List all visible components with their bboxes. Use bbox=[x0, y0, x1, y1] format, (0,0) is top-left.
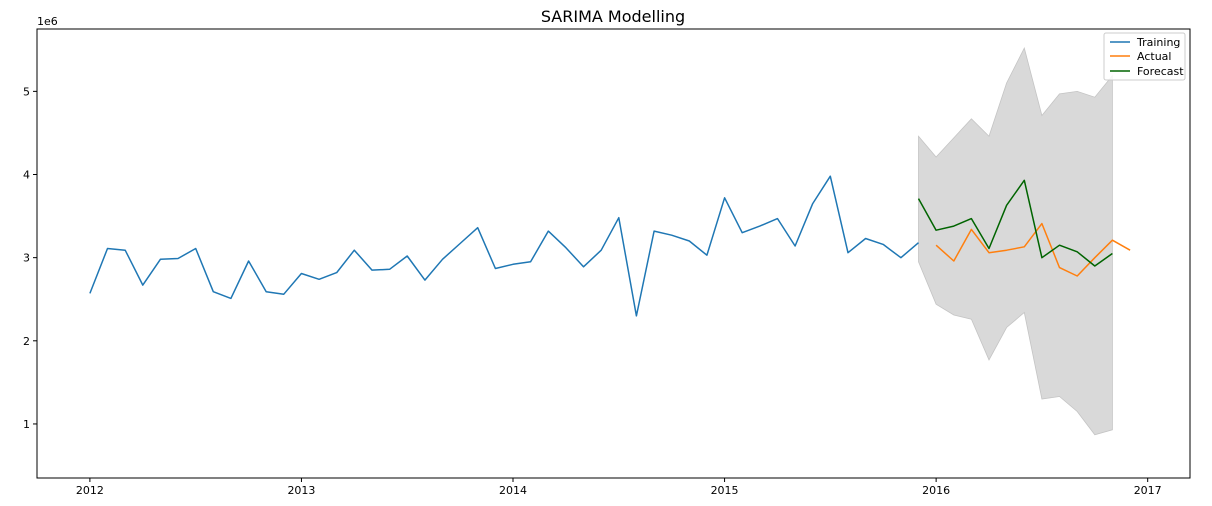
series-line-actual bbox=[935, 222, 1131, 277]
y-tick-label-1: 1 bbox=[23, 418, 30, 431]
x-tick-label-2012: 2012 bbox=[76, 484, 104, 497]
x-tick-label-2016: 2016 bbox=[922, 484, 950, 497]
confidence-band-layer bbox=[918, 46, 1113, 436]
legend-forecast-label: Forecast bbox=[1137, 65, 1184, 78]
axes-layer: 2012 2013 2014 2015 2016 2017 1 2 3 4 5 bbox=[23, 28, 1191, 497]
series-line-training bbox=[89, 175, 919, 317]
legend-training-label: Training bbox=[1136, 36, 1180, 49]
x-tick-label-2017: 2017 bbox=[1134, 484, 1162, 497]
y-tick-label-4: 4 bbox=[23, 169, 30, 182]
x-tick-label-2015: 2015 bbox=[711, 484, 739, 497]
y-tick-label-2: 2 bbox=[23, 335, 30, 348]
series-line-forecast bbox=[917, 179, 1113, 267]
legend-box bbox=[1103, 32, 1186, 81]
forecast-confidence-band bbox=[918, 46, 1113, 436]
legend-actual-label: Actual bbox=[1137, 50, 1171, 63]
chart-title: SARIMA Modelling bbox=[541, 7, 685, 26]
legend: Training Actual Forecast bbox=[1103, 32, 1186, 81]
x-tick-label-2013: 2013 bbox=[287, 484, 315, 497]
y-tick-label-3: 3 bbox=[23, 252, 30, 265]
y-scale-label: 1e6 bbox=[37, 15, 58, 28]
series-layer bbox=[89, 175, 1131, 317]
plot-frame bbox=[36, 28, 1191, 479]
x-tick-label-2014: 2014 bbox=[499, 484, 527, 497]
y-tick-label-5: 5 bbox=[23, 85, 30, 98]
